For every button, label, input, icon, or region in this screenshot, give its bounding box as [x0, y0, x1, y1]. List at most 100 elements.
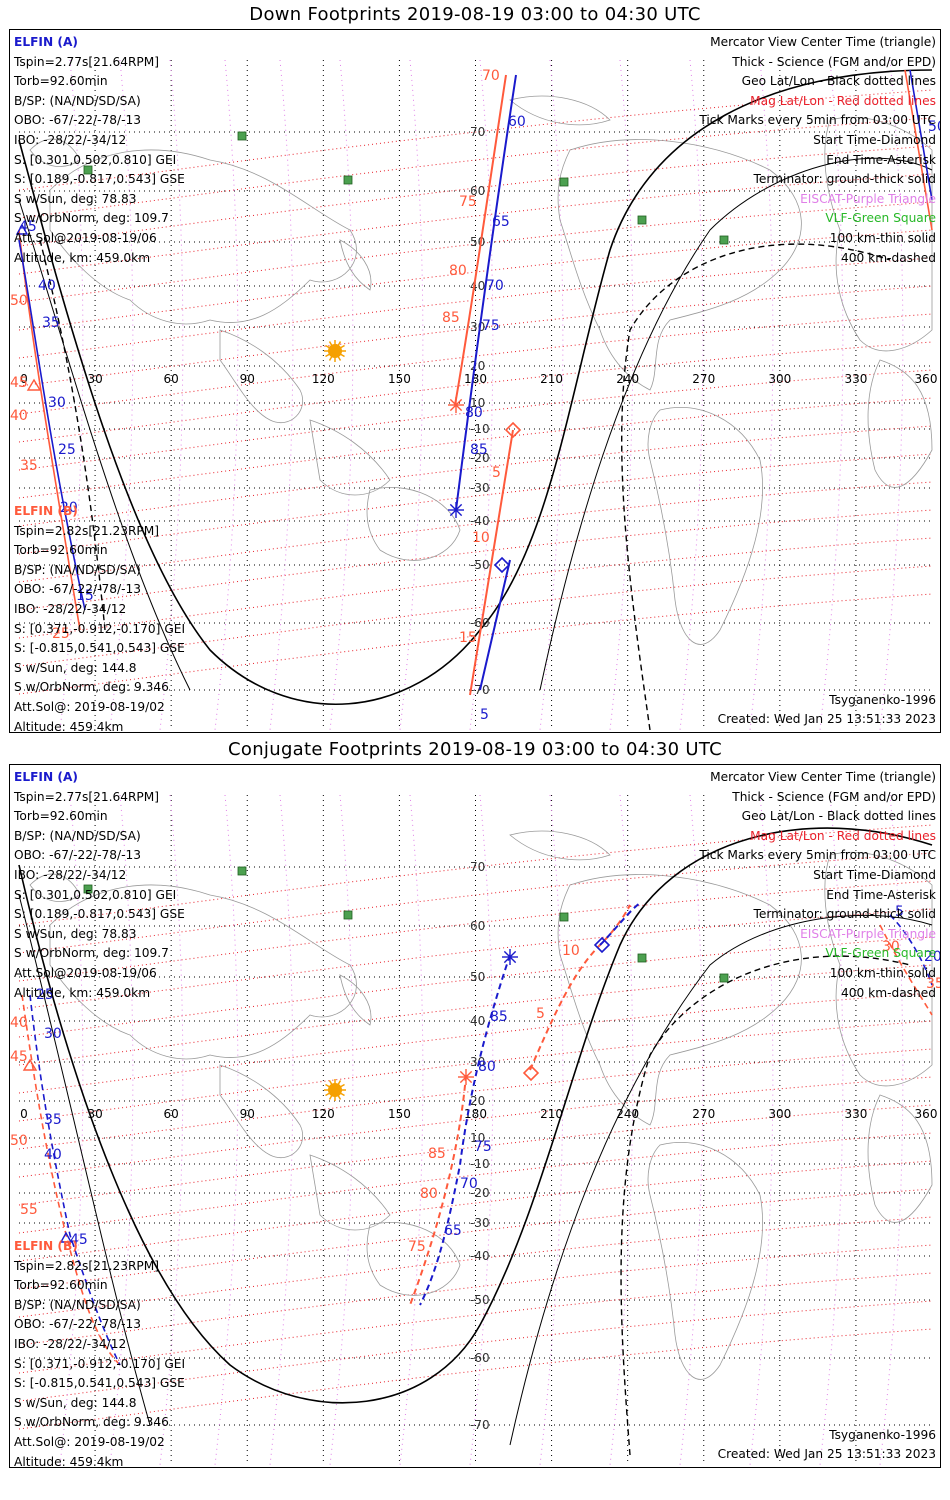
info-line: B/SP: (NA/ND/SD/SA) [14, 93, 141, 108]
elfin-a-tick-label: 70 [486, 278, 504, 294]
info-line: OBO: -67/-22/-78/-13 [14, 848, 142, 863]
mag-meridian [609, 794, 634, 1466]
coastline [339, 239, 372, 291]
coastline [309, 419, 391, 496]
mag-parallel [18, 1076, 933, 1178]
mag-meridian [399, 59, 424, 731]
center-triangle [26, 378, 42, 391]
elfin-b-track [409, 1074, 467, 1306]
elfin-a-tick-label: 30 [44, 1026, 62, 1042]
coastline [219, 1064, 303, 1158]
x-tick-label: 240 [616, 1107, 639, 1121]
legend-line: VLF-Green Square [825, 946, 936, 961]
elfin-a-tick-label: 65 [444, 1223, 462, 1239]
mag-parallel [18, 1132, 933, 1234]
legend-line: 400 km-dashed [841, 985, 936, 1000]
info-line: S w/Sun, deg: 144.8 [14, 1395, 137, 1410]
legend-line: VLF-Green Square [825, 211, 936, 226]
elfin-a-tick-label: 40 [38, 278, 56, 294]
info-line: Tspin=2.77s[21.64RPM] [14, 789, 160, 804]
terminator-100km [18, 157, 933, 691]
mag-parallel [18, 852, 933, 954]
mag-parallel [18, 992, 933, 1094]
start-diamond [593, 936, 611, 954]
elfin-a-tick-label: 5 [895, 904, 904, 920]
footer: Tsyganenko-1996 Created: Wed Jan 25 13:5… [718, 1426, 936, 1465]
elfin-a-tick-label: 85 [490, 1009, 508, 1025]
elfin-a-tick-label: 30 [48, 395, 66, 411]
mag-parallel [18, 1328, 933, 1430]
info-line: OBO: -67/-22/-78/-13 [14, 582, 142, 597]
info-line: Torb=92.60min [14, 74, 108, 89]
legend-line: Terminator: ground-thick solid [753, 172, 936, 187]
x-tick-label: 300 [768, 1107, 791, 1121]
mag-parallel [18, 1104, 933, 1206]
x-tick-label: 120 [312, 372, 335, 386]
x-tick-label: 180 [464, 372, 487, 386]
elfin-a-tick-label: 70 [460, 1176, 478, 1192]
coastline [509, 95, 611, 126]
legend-line: Mag Lat/Lon - Red dotted lines [750, 93, 936, 108]
mag-grid [18, 794, 933, 1466]
lat-label: -20 [470, 451, 490, 465]
info-line: S w/OrbNorm, deg: 109.7 [14, 211, 169, 226]
info-line: S: [0.189,-0.817,0.543] GSE [14, 907, 185, 922]
mag-parallel [18, 880, 933, 982]
panel-title-down: Down Footprints 2019-08-19 03:00 to 04:3… [249, 4, 701, 25]
elfin-a-tick-label: 50 [928, 119, 941, 135]
coastline [339, 974, 372, 1026]
elfin-a-tick-label: 35 [42, 315, 60, 331]
elfin-a-label: ELFIN (A) [14, 770, 78, 784]
elfin-b-track [469, 429, 514, 696]
lat-label: 20 [470, 1094, 485, 1108]
legend-line: 100 km-thin solid [829, 965, 936, 980]
lat-label: -40 [470, 1249, 490, 1263]
x-tick-label: 150 [388, 372, 411, 386]
mag-parallel [18, 257, 933, 359]
x-tick-label: 30 [87, 372, 102, 386]
lat-label: -10 [470, 1157, 490, 1171]
elfin-b-tick-label: 25 [52, 626, 70, 642]
mag-parallel [18, 453, 933, 555]
lat-label: -30 [470, 481, 490, 495]
terminator-100km [18, 894, 933, 1446]
elfin-a-tick-label: 25 [36, 987, 54, 1003]
legend-line: Thick - Science (FGM and/or EPD) [732, 54, 936, 69]
x-axis: 0 30 60 90 120 150 180 210 240 270 300 330 360 [20, 372, 937, 386]
mag-meridian [214, 794, 239, 1466]
x-tick-label: 360 [915, 1107, 938, 1121]
sun-disk [328, 1083, 342, 1097]
created-timestamp: Created: Wed Jan 25 13:51:33 2023 [717, 712, 936, 727]
elfin-a-info: ELFIN (A) Tspin=2.77s[21.64RPM] Torb=92.6… [14, 33, 185, 268]
mag-parallel [18, 565, 933, 667]
info-line: B/SP: (NA/ND/SD/SA) [14, 828, 141, 843]
lat-label: 40 [470, 279, 485, 293]
mag-parallel [18, 425, 933, 527]
elfin-b-track [21, 994, 121, 1366]
vlf-square [343, 910, 353, 920]
model-name: Tsyganenko-1996 [829, 1427, 936, 1442]
info-line: Tspin=2.77s[21.64RPM] [14, 54, 160, 69]
info-line: S w/OrbNorm, deg: 9.346 [14, 680, 169, 695]
elfin-a-track [889, 914, 933, 986]
mag-meridian [269, 794, 294, 1466]
legend-line: Start Time-Diamond [813, 132, 936, 147]
elfin-a-info: ELFIN (A) Tspin=2.77s[21.64RPM] Torb=92.6… [14, 768, 185, 1003]
lat-label: -70 [470, 1418, 490, 1432]
info-line: IBO: -28/22/-34/12 [14, 1336, 127, 1351]
coastline [49, 149, 357, 325]
legend-line: 400 km-dashed [841, 250, 936, 265]
lat-label: 30 [470, 1055, 485, 1069]
elfin-b-tick-label: 35 [926, 976, 941, 992]
info-line: Att.Sol@: 2019-08-19/02 [14, 699, 165, 714]
x-tick-label: 210 [540, 372, 563, 386]
mag-meridian [329, 794, 354, 1466]
map-plot-conjugate: 0 30 60 90 120 150 180 210 240 270 300 330 360706050… [10, 794, 941, 1466]
lat-label: 40 [470, 1014, 485, 1028]
mag-parallel [18, 936, 933, 1038]
elfin-a-track [909, 69, 933, 201]
map-panel-conjugate: 0 30 60 90 120 150 180 210 240 270 300 330 360 70 60 50… [9, 764, 941, 1468]
mag-parallel [18, 1272, 933, 1374]
elfin-a-tick-label: 80 [465, 405, 483, 421]
info-line: S w/OrbNorm, deg: 9.346 [14, 1415, 169, 1430]
